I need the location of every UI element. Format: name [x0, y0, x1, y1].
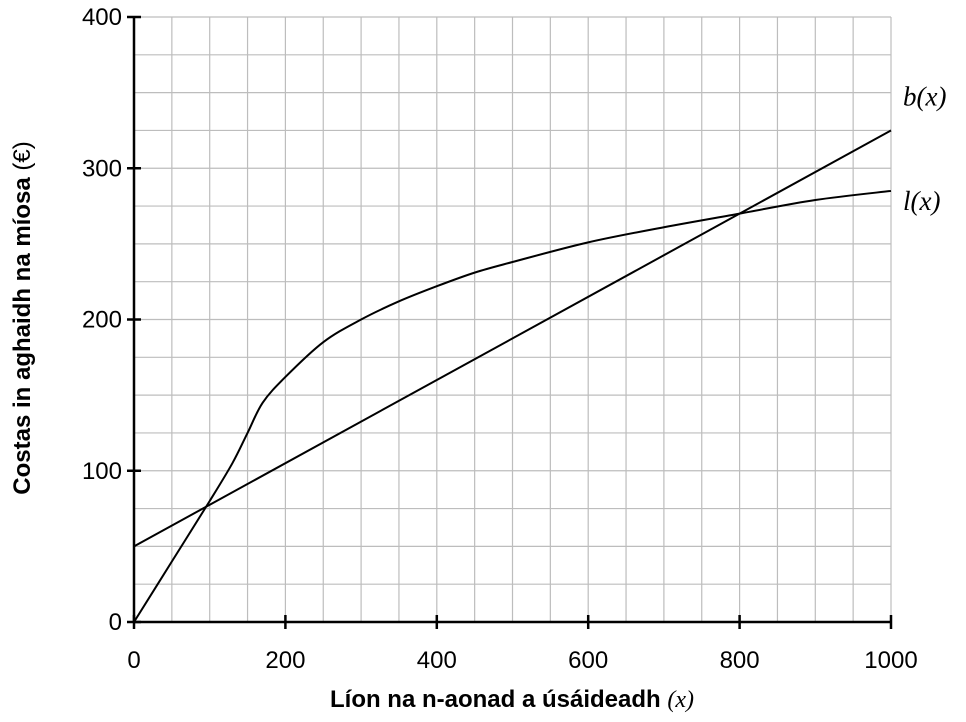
series-line-l-x — [133, 189, 892, 623]
y-axis-unit: (€) — [9, 141, 36, 170]
y-tick-label: 200 — [82, 307, 122, 334]
y-tick-label: 0 — [109, 609, 122, 636]
series-line-b-x — [133, 129, 892, 548]
labels: b(x) l(x) — [903, 81, 946, 216]
x-tick-label: 800 — [720, 647, 760, 674]
y-tick-label: 100 — [82, 458, 122, 485]
y-tick-label: 400 — [82, 4, 122, 31]
y-tick-label: 300 — [82, 155, 122, 182]
x-tick-label: 400 — [417, 647, 457, 674]
series — [133, 129, 892, 623]
series-label-b-x: b(x) — [903, 81, 946, 111]
x-tick-label: 1000 — [864, 647, 917, 674]
x-tick-label: 200 — [265, 647, 305, 674]
x-tick-label: 0 — [127, 647, 140, 674]
y-axis-title: Costas in aghaidh na míosa (€) — [9, 141, 36, 494]
x-axis-title: Líon na n-aonad a úsáideadh (x) — [330, 686, 694, 713]
series-label-l-x: l(x) — [903, 186, 940, 216]
ticks: 0 200 400 600 800 1000 0 100 200 300 400 — [82, 4, 918, 674]
grid — [134, 16, 892, 622]
x-tick-label: 600 — [568, 647, 608, 674]
